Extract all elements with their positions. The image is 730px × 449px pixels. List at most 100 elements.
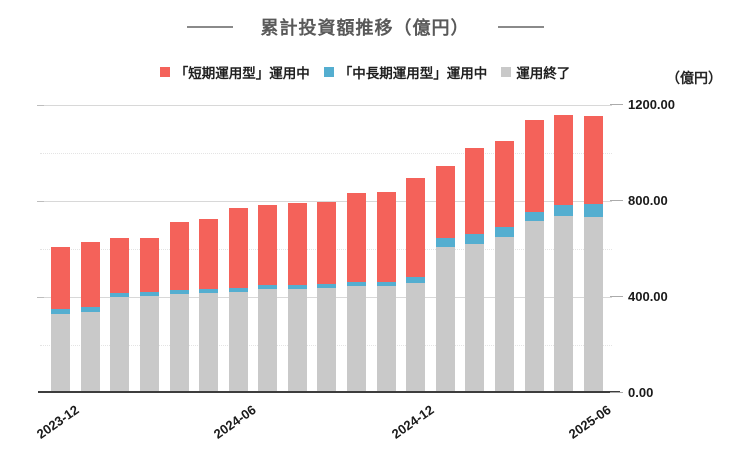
bar-segment [140,291,160,297]
bar-slot-2024-08 [283,105,313,393]
chart-title: 累計投資額推移（億円） [260,18,470,38]
x-tick-label-2024-12: 2024-12 [388,402,437,442]
bar-segment [199,289,219,294]
bar-slot-2024-12 [401,105,431,393]
bar-2024-09 [317,201,337,393]
legend: 「短期運用型」運用中 「中長期運用型」運用中 運用終了 [0,61,730,83]
bar-segment [317,201,337,285]
bar-segment [494,236,514,393]
bar-segment [51,247,71,310]
bar-segment [140,238,160,292]
bar-segment [199,293,219,393]
bar-segment [317,284,337,289]
y-tick-dash [610,392,623,393]
legend-swatch-mid-long-term-icon [323,67,334,77]
bar-2024-10 [347,192,367,393]
bar-segment [110,237,130,293]
bar-segment [228,292,248,393]
bar-segment [228,288,248,293]
legend-label-short-term: 「短期運用型」運用中 [174,66,310,81]
bar-segment [435,246,455,393]
legend-label-mid-long-term: 「中長期運用型」運用中 [338,66,488,81]
bar-segment [80,312,100,393]
x-tick-label-2024-06: 2024-06 [211,402,259,442]
bar-segment [524,211,544,221]
bar-segment [435,237,455,247]
bar-segment [199,219,219,290]
bar-slot-2024-06 [223,105,253,393]
bar-segment [554,114,574,206]
bar-segment [554,215,574,393]
bar-segment [317,288,337,393]
bar-segment [80,306,100,313]
y-tick-dash [610,104,623,105]
bar-slot-2024-07 [253,105,283,393]
bar-segment [287,202,307,286]
bar-segment [51,314,71,393]
bar-segment [554,205,574,216]
y-tick-label-1200.00: 1200.00 [628,97,675,112]
bar-segment [583,204,603,217]
x-tick-label-2023-12: 2023-12 [33,402,82,442]
bar-segment [465,244,485,393]
bar-slot-2025-01 [431,105,461,393]
bar-segment [51,309,71,315]
y-tick-label-0.00: 0.00 [628,385,654,400]
bar-segment [169,221,189,291]
gridline-1200 [40,105,612,106]
bar-segment [287,289,307,393]
y-tick-label-400.00: 400.00 [628,289,668,304]
bar-segment [494,226,514,237]
bar-2024-07 [258,205,278,393]
title-row: 累計投資額推移（億円） [0,12,730,42]
bar-segment [376,285,396,393]
bar-segment [347,281,367,286]
bar-slot-2025-05 [549,105,579,393]
bar-segment [494,140,514,227]
bar-2025-05 [554,114,574,393]
title-dash-left [186,26,233,28]
bar-2024-03 [140,238,160,393]
bar-slot-2024-02 [105,105,135,393]
legend-item-short-term: 「短期運用型」運用中 [159,62,310,82]
bar-slot-2024-03 [135,105,165,393]
y-left-tick [37,105,44,106]
bar-segment [169,290,189,295]
bar-2025-03 [494,140,514,393]
bar-segment [347,192,367,282]
bar-slot-2024-04 [164,105,194,393]
bar-segment [435,165,455,238]
bar-segment [524,120,544,212]
x-axis-line [38,391,620,393]
legend-swatch-short-term-icon [159,67,170,77]
gridline-1000 [40,153,612,154]
bar-segment [228,208,248,289]
bar-segment [258,289,278,393]
bar-segment [287,285,307,290]
bar-slot-2024-10 [342,105,372,393]
bar-segment [583,216,603,393]
y-tick-dash [610,296,623,297]
bar-segment [80,242,100,307]
bar-segment [406,276,426,284]
bar-series [46,105,608,393]
bar-segment [169,294,189,393]
bar-segment [258,285,278,290]
bar-segment [376,281,396,286]
bar-segment [465,234,485,245]
bar-slot-2024-11 [371,105,401,393]
y-tick-label-800.00: 800.00 [628,193,668,208]
bar-2024-12 [406,178,426,393]
bar-2024-04 [169,221,189,393]
bar-2024-01 [80,242,100,393]
bar-2023-12 [51,247,71,393]
bar-slot-2023-12 [46,105,76,393]
bar-2024-02 [110,237,130,393]
bar-slot-2024-05 [194,105,224,393]
y-tick-dash [610,200,623,201]
bar-segment [110,296,130,393]
bar-slot-2025-06 [578,105,608,393]
legend-item-mid-long-term: 「中長期運用型」運用中 [323,62,488,82]
gridline-800 [40,200,612,202]
legend-swatch-ended-icon [501,67,512,77]
